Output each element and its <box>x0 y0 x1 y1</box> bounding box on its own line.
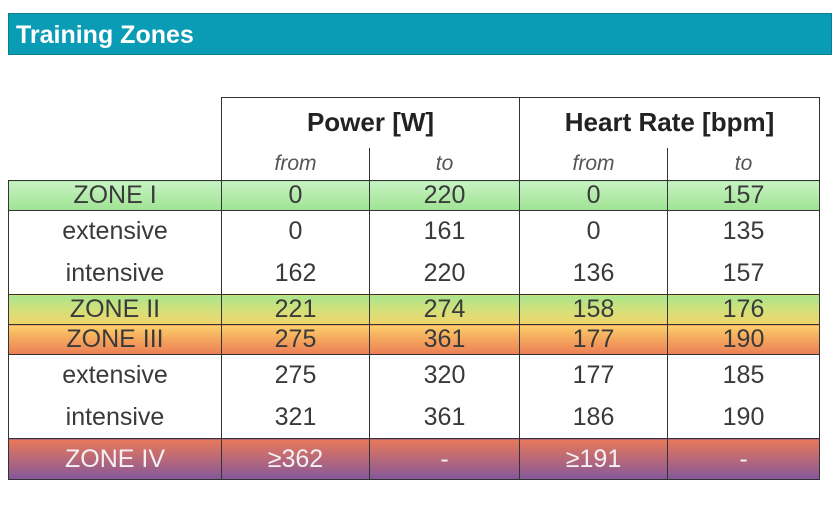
table-header-row: Power [W] Heart Rate [bpm] <box>9 97 821 148</box>
hr-to-value: 176 <box>667 294 821 325</box>
hr-to-value: 135 <box>667 210 821 253</box>
power-to-value: 361 <box>368 396 521 439</box>
heart-rate-header: Heart Rate [bpm] <box>519 97 821 148</box>
header-blank-cell <box>9 98 222 148</box>
hr-to-value: 157 <box>667 180 821 211</box>
power-from-header: from <box>221 147 370 181</box>
power-from-value: 321 <box>221 396 370 439</box>
subzone-row: intensive 162 220 136 157 <box>8 252 821 295</box>
zone-row: ZONE IV ≥362 - ≥191 - <box>8 438 821 480</box>
hr-from-value: 186 <box>519 396 669 439</box>
subzone-row: intensive 321 361 186 190 <box>8 396 821 439</box>
hr-from-value: 136 <box>519 252 669 295</box>
zone-label: ZONE III <box>8 324 222 355</box>
subzone-label: extensive <box>8 210 222 253</box>
hr-from-value: ≥191 <box>519 438 669 480</box>
zone-row: ZONE II 221 274 158 176 <box>8 294 821 325</box>
subzone-row: extensive 0 161 0 135 <box>8 210 821 253</box>
hr-from-value: 158 <box>519 294 669 325</box>
zone-row: ZONE I 0 220 0 157 <box>8 180 821 211</box>
power-from-value: 221 <box>221 294 370 325</box>
power-to-header: to <box>368 147 520 181</box>
zone-row: ZONE III 275 361 177 190 <box>8 324 821 355</box>
power-from-value: 275 <box>221 324 370 355</box>
zone-label: ZONE II <box>8 294 222 325</box>
power-to-value: 320 <box>368 354 521 397</box>
hr-to-header: to <box>667 147 821 181</box>
zone-label: ZONE I <box>8 180 222 211</box>
hr-to-value: 185 <box>667 354 821 397</box>
hr-from-value: 0 <box>519 210 669 253</box>
hr-from-value: 177 <box>519 324 669 355</box>
power-to-value: 161 <box>368 210 521 253</box>
zone-label: ZONE IV <box>8 438 222 480</box>
hr-to-value: 157 <box>667 252 821 295</box>
subzone-row: extensive 275 320 177 185 <box>8 354 821 397</box>
page-title: Training Zones <box>8 13 832 55</box>
subzone-label: extensive <box>8 354 222 397</box>
hr-to-value: 190 <box>667 324 821 355</box>
power-from-value: 0 <box>221 180 370 211</box>
power-from-value: ≥362 <box>221 438 370 480</box>
power-to-value: 361 <box>368 324 521 355</box>
power-to-value: 220 <box>368 252 521 295</box>
hr-to-value: 190 <box>667 396 821 439</box>
subzone-label: intensive <box>8 396 222 439</box>
subheader-blank-cell <box>9 148 222 181</box>
table-subheader-row: from to from to <box>9 147 821 181</box>
training-zones-table: Power [W] Heart Rate [bpm] from to from … <box>8 97 821 480</box>
subzone-label: intensive <box>8 252 222 295</box>
hr-from-value: 0 <box>519 180 669 211</box>
power-from-value: 162 <box>221 252 370 295</box>
hr-from-value: 177 <box>519 354 669 397</box>
power-from-value: 0 <box>221 210 370 253</box>
hr-to-value: - <box>667 438 821 480</box>
hr-from-header: from <box>519 147 668 181</box>
power-to-value: 220 <box>368 180 521 211</box>
power-from-value: 275 <box>221 354 370 397</box>
power-to-value: - <box>368 438 521 480</box>
power-header: Power [W] <box>220 97 521 148</box>
power-to-value: 274 <box>368 294 521 325</box>
